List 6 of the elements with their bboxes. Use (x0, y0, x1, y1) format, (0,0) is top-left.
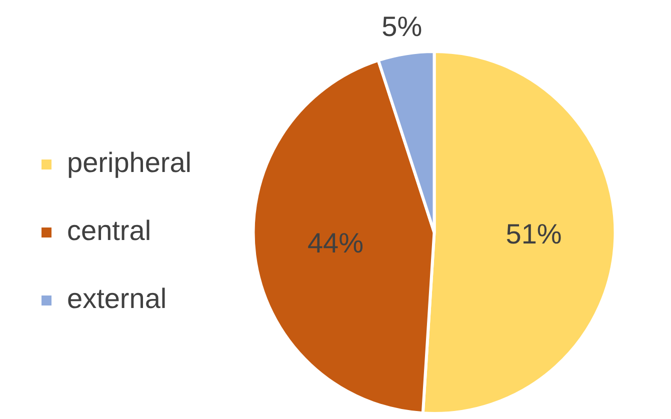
legend-label: peripheral (67, 147, 192, 178)
legend-label: central (67, 215, 152, 246)
data-label: 44% (307, 228, 364, 259)
legend-label: external (67, 283, 167, 314)
data-label: 51% (506, 218, 562, 250)
data-label: 5% (382, 10, 422, 42)
